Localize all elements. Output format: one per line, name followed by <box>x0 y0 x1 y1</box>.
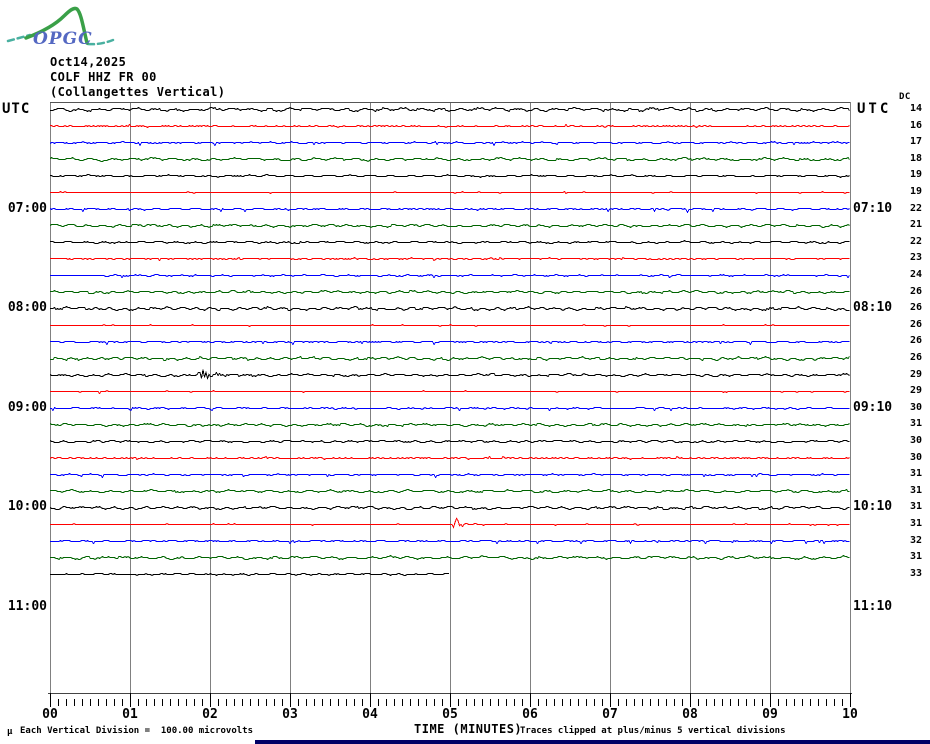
trace-row-28 <box>50 554 850 561</box>
dc-offset-value: 30 <box>909 435 922 446</box>
right-time-label: 08:10 <box>853 300 893 316</box>
trace-row-16 <box>50 355 850 362</box>
left-axis-utc-title: UTC <box>2 101 31 117</box>
dc-offset-value: 26 <box>909 352 922 363</box>
x-tick-label: 10 <box>842 707 858 722</box>
trace-row-13 <box>50 305 850 312</box>
dc-offset-value: 26 <box>909 285 922 297</box>
dc-offset-value: 29 <box>909 385 922 397</box>
dc-offset-value: 26 <box>909 302 922 314</box>
trace-row-3 <box>49 140 850 147</box>
trace-row-1 <box>50 106 850 113</box>
trace-row-25 <box>49 505 850 511</box>
x-tick-label: 04 <box>362 707 378 722</box>
dc-offset-value: 26 <box>909 318 922 330</box>
dc-offset-value: 22 <box>909 202 922 214</box>
dc-offset-value: 26 <box>909 335 922 347</box>
trace-row-6 <box>50 190 850 195</box>
trace-row-24 <box>50 488 850 494</box>
x-tick-label: 06 <box>522 707 538 722</box>
trace-row-9 <box>50 239 850 245</box>
left-time-label: 08:00 <box>7 300 47 316</box>
dc-offset-value: 30 <box>909 451 922 463</box>
station-location: (Collangettes Vertical) <box>50 85 226 99</box>
trace-row-14 <box>50 323 850 328</box>
x-tick-label: 03 <box>282 707 298 722</box>
trace-row-27 <box>50 539 850 545</box>
dc-offset-value: 32 <box>909 534 922 546</box>
dc-offset-value: 18 <box>909 152 922 164</box>
right-time-label: 09:10 <box>853 399 893 415</box>
dc-column-title: DC <box>899 92 911 102</box>
x-tick-label: 05 <box>442 707 458 722</box>
trace-row-12 <box>50 289 850 295</box>
trace-row-23 <box>50 472 850 479</box>
x-tick-label: 09 <box>762 707 778 722</box>
x-axis-title: TIME (MINUTES) <box>414 722 523 736</box>
dc-offset-value: 33 <box>909 567 922 579</box>
trace-row-2 <box>50 123 850 129</box>
dc-offset-value: 31 <box>909 551 922 563</box>
dc-offset-value: 29 <box>909 368 922 380</box>
trace-row-17 <box>49 369 850 381</box>
dc-offset-value: 16 <box>909 119 922 131</box>
logo-text: OPGC <box>33 29 93 49</box>
record-date: Oct14,2025 <box>50 55 127 69</box>
scale-footnote: Each Vertical Division = 100.00 microvol… <box>20 726 253 736</box>
opgc-logo: OPGC <box>6 6 115 49</box>
dc-offset-value: 19 <box>909 169 922 181</box>
dc-offset-value: 21 <box>909 219 922 231</box>
dc-offset-value: 19 <box>909 186 922 197</box>
trace-row-26 <box>50 517 850 529</box>
left-time-label: 11:00 <box>7 599 47 614</box>
trace-group <box>49 106 850 577</box>
x-tick-label: 01 <box>122 707 138 722</box>
x-tick-label: 08 <box>682 707 698 722</box>
right-time-label: 11:10 <box>853 599 893 614</box>
dc-offset-value: 31 <box>909 418 922 430</box>
dc-offset-value: 31 <box>909 484 922 496</box>
dc-offset-value: 31 <box>909 468 922 480</box>
trace-row-11 <box>50 273 850 279</box>
dc-offset-value: 31 <box>909 501 922 513</box>
trace-row-5 <box>50 173 850 179</box>
trace-row-4 <box>49 156 850 163</box>
dc-offset-value: 31 <box>909 518 922 529</box>
left-time-label: 10:00 <box>7 499 47 515</box>
trace-row-20 <box>49 422 850 428</box>
trace-row-15 <box>50 340 850 346</box>
clip-footnote: Traces clipped at plus/minus 5 vertical … <box>520 726 786 736</box>
x-tick-label: 02 <box>202 707 218 722</box>
right-time-label: 10:10 <box>853 499 893 515</box>
dc-offset-value: 24 <box>909 269 922 280</box>
micro-glyph: µ <box>7 727 13 737</box>
trace-row-18 <box>50 389 850 395</box>
x-tick-label: 00 <box>42 707 58 722</box>
trace-row-21 <box>49 439 850 444</box>
trace-row-22 <box>49 455 850 461</box>
bottom-border-bar <box>255 740 930 744</box>
trace-row-10 <box>50 256 850 262</box>
right-time-label: 07:10 <box>853 200 893 216</box>
trace-row-7 <box>49 207 850 214</box>
dc-offset-value: 14 <box>909 103 922 114</box>
trace-row-8 <box>49 223 850 229</box>
station-code: COLF HHZ FR 00 <box>50 70 157 84</box>
dc-offset-value: 22 <box>909 235 922 247</box>
right-axis-utc-title: UTC <box>857 101 892 117</box>
logo-dashed-line-right <box>86 38 115 46</box>
dc-offset-value: 17 <box>909 136 922 148</box>
dc-offset-value: 30 <box>909 401 922 413</box>
left-time-label: 07:00 <box>7 200 47 216</box>
x-tick-label: 07 <box>602 707 618 722</box>
logo-mountain-curve-icon <box>24 6 89 45</box>
trace-row-19 <box>50 406 850 412</box>
left-time-label: 09:00 <box>7 399 47 415</box>
dc-offset-value: 23 <box>909 252 922 264</box>
trace-row-29 <box>50 572 449 577</box>
